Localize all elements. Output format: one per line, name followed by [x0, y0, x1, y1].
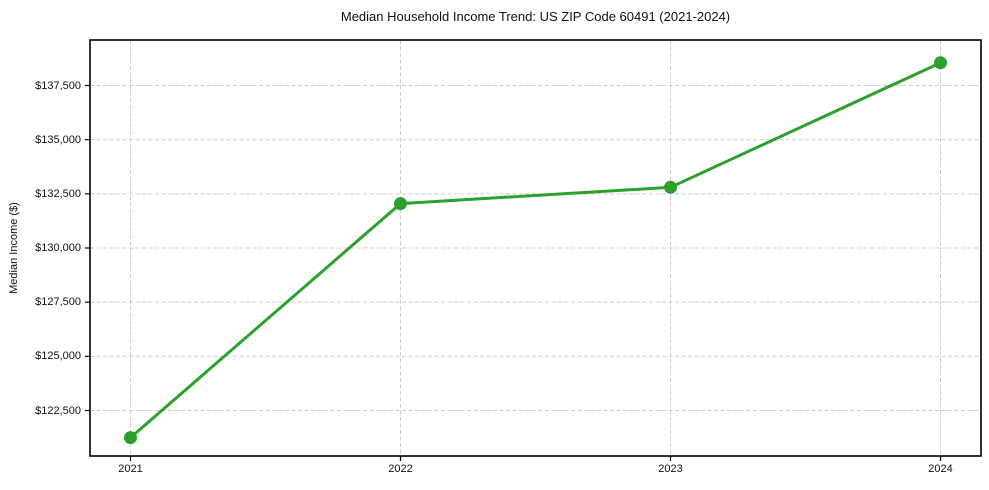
y-tick-label: $130,000: [35, 242, 81, 254]
x-tick-label: 2021: [118, 463, 143, 475]
x-tick-label: 2023: [658, 463, 683, 475]
data-point-marker: [934, 56, 947, 70]
y-tick-label: $135,000: [35, 133, 81, 146]
data-point-marker: [124, 431, 137, 445]
chart-title: Median Household Income Trend: US ZIP Co…: [340, 9, 731, 24]
trend-line: [129, 61, 942, 440]
x-tick-label: 2024: [928, 463, 953, 475]
y-tick-label: $122,500: [35, 404, 81, 417]
x-tick-label: 2022: [388, 463, 413, 475]
axes-frame: [89, 39, 982, 457]
y-tick-label: $137,500: [35, 79, 81, 92]
data-point-marker: [394, 197, 407, 211]
y-tick-label: $132,500: [35, 187, 81, 200]
y-tick-label: $127,500: [35, 296, 81, 309]
y-tick-label: $125,000: [35, 350, 81, 363]
data-point-marker: [664, 180, 677, 194]
